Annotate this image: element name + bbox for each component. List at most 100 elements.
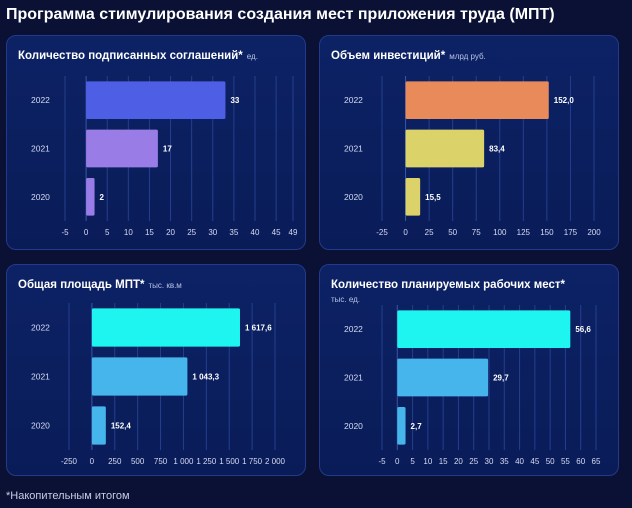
x-tick-label: 175 — [564, 228, 578, 237]
x-tick-label: 55 — [561, 457, 570, 466]
x-tick-label: 10 — [423, 457, 432, 466]
x-tick-label: 10 — [124, 228, 133, 237]
chart-unit: млрд руб. — [449, 52, 486, 61]
chart-investments: -25 0 25 50 75 100 125 150 175 200 2022 152,0 2021 83… — [344, 76, 601, 237]
chart-panel-agreements: Количество подписанных соглашений* ед. -5… — [6, 35, 306, 250]
x-tick-label: 65 — [592, 457, 601, 466]
category-label: 2022 — [344, 324, 363, 334]
data-label: 17 — [163, 145, 172, 154]
x-tick-label: 1 500 — [219, 457, 240, 466]
data-label: 2,7 — [411, 422, 423, 431]
category-label: 2020 — [31, 192, 50, 202]
bar-2021 — [91, 357, 188, 396]
x-tick-label: 0 — [395, 457, 400, 466]
data-label: 33 — [230, 96, 239, 105]
x-tick-label: 20 — [166, 228, 175, 237]
bar-2022 — [405, 81, 549, 120]
chart-panel-jobs: Количество планируемых рабочих мест* тыс… — [319, 264, 619, 476]
data-label: 15,5 — [425, 193, 441, 202]
x-tick-label: 50 — [546, 457, 555, 466]
x-tick-label: 0 — [84, 228, 89, 237]
bar-2020 — [405, 177, 421, 216]
chart-agreements: -5 0 5 10 15 20 25 30 35 40 45 49 2022 33 2021 17 2020 2 — [31, 76, 298, 237]
x-tick-label: 25 — [425, 228, 434, 237]
x-tick-label: -250 — [61, 457, 78, 466]
x-tick-label: 750 — [154, 457, 168, 466]
chart-title: Количество подписанных соглашений* ед. — [18, 50, 258, 62]
x-tick-label: 5 — [105, 228, 110, 237]
x-tick-label: 45 — [272, 228, 281, 237]
bar-2022 — [397, 310, 571, 349]
x-tick-label: 1 750 — [242, 457, 263, 466]
category-label: 2021 — [31, 144, 50, 154]
x-tick-label: 45 — [530, 457, 539, 466]
data-label: 2 — [100, 193, 105, 202]
data-label: 1 617,6 — [245, 324, 272, 333]
bar-2021 — [405, 129, 485, 168]
bar-2022 — [86, 81, 226, 120]
x-tick-label: 20 — [454, 457, 463, 466]
chart-jobs: -5 0 5 10 15 20 25 30 35 40 45 50 55 60 65 2022 56,6 2021… — [344, 305, 601, 466]
x-tick-label: 25 — [187, 228, 196, 237]
x-tick-label: 500 — [131, 457, 145, 466]
bar-2020 — [91, 406, 106, 445]
chart-title: Общая площадь МПТ* тыс. кв.м — [18, 279, 182, 291]
chart-unit: тыс. кв.м — [148, 281, 182, 290]
x-tick-label: 15 — [439, 457, 448, 466]
x-tick-label: 15 — [145, 228, 154, 237]
category-label: 2021 — [344, 373, 363, 383]
bar-2020 — [86, 177, 95, 216]
bar-2021 — [86, 129, 158, 168]
chart-title: Объем инвестиций* млрд руб. — [331, 50, 486, 62]
category-label: 2021 — [31, 372, 50, 382]
x-tick-label: 125 — [517, 228, 531, 237]
chart-area: -250 0 250 500 750 1 000 1 250 1 500 1 750 2 000 2… — [31, 303, 286, 466]
x-tick-label: -5 — [378, 457, 386, 466]
bar-2022 — [91, 308, 240, 347]
x-tick-label: 150 — [540, 228, 554, 237]
x-tick-label: 50 — [448, 228, 457, 237]
data-label: 56,6 — [575, 325, 591, 334]
data-label: 1 043,3 — [192, 373, 219, 382]
bar-2020 — [397, 406, 406, 445]
category-label: 2022 — [31, 95, 50, 105]
x-tick-label: 40 — [251, 228, 260, 237]
x-tick-label: 75 — [472, 228, 481, 237]
x-tick-label: -25 — [376, 228, 388, 237]
category-label: 2020 — [344, 421, 363, 431]
bar-2021 — [397, 358, 489, 397]
category-label: 2022 — [31, 323, 50, 333]
category-label: 2020 — [344, 192, 363, 202]
data-label: 83,4 — [489, 145, 505, 154]
data-label: 152,0 — [554, 96, 575, 105]
chart-unit: ед. — [246, 52, 258, 61]
data-label: 29,7 — [493, 374, 509, 383]
chart-unit: тыс. ед. — [331, 295, 361, 304]
chart-panel-area: Общая площадь МПТ* тыс. кв.м -250 0 250 500 7… — [6, 264, 306, 476]
x-tick-label: 1 250 — [196, 457, 217, 466]
x-tick-label: -5 — [61, 228, 69, 237]
x-tick-label: 2 000 — [265, 457, 286, 466]
x-tick-label: 60 — [576, 457, 585, 466]
x-tick-label: 49 — [289, 228, 298, 237]
x-tick-label: 100 — [493, 228, 507, 237]
category-label: 2022 — [344, 95, 363, 105]
x-tick-label: 0 — [403, 228, 408, 237]
x-tick-label: 200 — [587, 228, 601, 237]
chart-panel-investments: Объем инвестиций* млрд руб. -25 0 25 50 75 100… — [319, 35, 619, 250]
x-tick-label: 30 — [208, 228, 217, 237]
x-tick-label: 35 — [500, 457, 509, 466]
data-label: 152,4 — [111, 422, 132, 431]
chart-title: Количество планируемых рабочих мест* — [331, 279, 566, 291]
x-tick-label: 40 — [515, 457, 524, 466]
x-tick-label: 250 — [108, 457, 122, 466]
page-title: Программа стимулирования создания мест п… — [6, 6, 555, 23]
x-tick-label: 35 — [229, 228, 238, 237]
category-label: 2020 — [31, 421, 50, 431]
footnote: *Накопительным итогом — [6, 490, 130, 502]
x-tick-label: 5 — [410, 457, 415, 466]
x-tick-label: 0 — [90, 457, 95, 466]
x-tick-label: 30 — [485, 457, 494, 466]
category-label: 2021 — [344, 144, 363, 154]
x-tick-label: 25 — [469, 457, 478, 466]
